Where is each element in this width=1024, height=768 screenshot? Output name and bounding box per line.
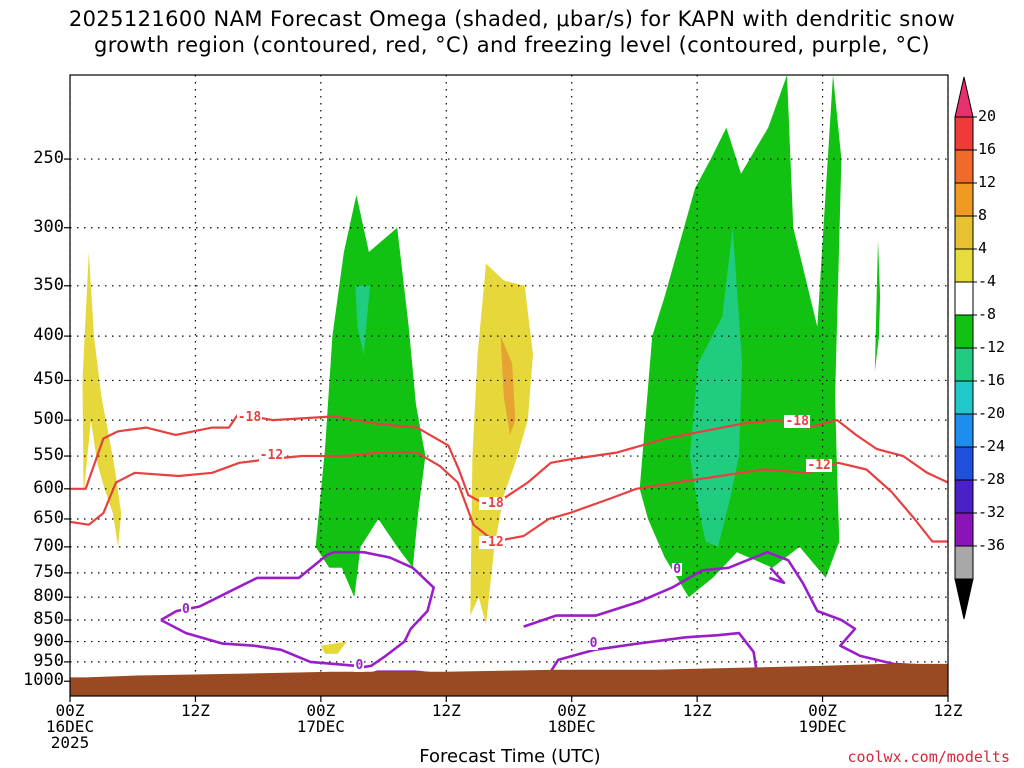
omega-region-0 xyxy=(82,252,122,547)
omega-region-4 xyxy=(315,195,426,598)
plot-frame xyxy=(69,74,949,697)
colorbar-label-13: -36 xyxy=(978,536,1006,554)
time-label-48-line2: 18DEC xyxy=(547,717,596,736)
omega-region-6 xyxy=(639,75,842,598)
pressure-label-250: 250 xyxy=(33,148,64,169)
colorbar-label-7: -12 xyxy=(978,338,1006,356)
omega-region-8 xyxy=(874,240,881,372)
chart-title-line-1: 2025121600 NAM Forecast Omega (shaded, μ… xyxy=(68,7,956,31)
colorbar-box-4 xyxy=(954,215,974,250)
time-label-0-line2: 16DEC xyxy=(45,717,95,736)
colorbar-label-12: -32 xyxy=(978,503,1006,521)
time-label-24-line2: 17DEC xyxy=(296,717,345,736)
colorbar-label-8: -16 xyxy=(978,371,1006,389)
pressure-label-850: 850 xyxy=(33,609,64,629)
freezing-contour-1 xyxy=(160,618,358,668)
contour-label-8: 0 xyxy=(588,635,599,651)
pressure-label-700: 700 xyxy=(33,535,64,556)
contour-label-2: -18 xyxy=(479,496,505,512)
colorbar-box-3 xyxy=(954,182,974,217)
plot-area xyxy=(70,75,948,696)
site-credit: coolwx.com/modelts xyxy=(847,748,1010,766)
time-label-24-line1: 00Z xyxy=(306,701,336,720)
contour-label-9: 0 xyxy=(672,562,683,578)
colorbar-box-6 xyxy=(954,281,974,316)
x-axis-title: Forecast Time (UTC) xyxy=(419,746,601,767)
pressure-label-450: 450 xyxy=(33,369,64,390)
colorbar-label-9: -20 xyxy=(978,404,1006,422)
contour-label-0: -18 xyxy=(236,409,263,425)
colorbar xyxy=(954,76,977,620)
time-label-36-line1: 12Z xyxy=(431,701,461,720)
time-label-84-line1: 12Z xyxy=(933,701,963,720)
time-label-72-line2: 19DEC xyxy=(798,717,847,736)
omega-region-5 xyxy=(355,285,370,355)
dgz-contour-minus12-1 xyxy=(70,451,948,543)
colorbar-box-5 xyxy=(954,248,974,283)
pressure-label-550: 550 xyxy=(33,445,64,466)
colorbar-label-3: 8 xyxy=(978,206,988,224)
pressure-label-350: 350 xyxy=(33,274,64,295)
colorbar-label-1: 16 xyxy=(978,140,997,158)
pressure-label-750: 750 xyxy=(33,561,64,582)
surface-ground-fill xyxy=(70,663,948,696)
chart-title-line-2: growth region (contoured, red, °C) and f… xyxy=(94,33,930,57)
time-label-60-line1: 12Z xyxy=(682,701,712,720)
colorbar-bottom-arrow xyxy=(954,578,974,620)
colorbar-box-11 xyxy=(954,446,974,481)
time-label-0-line3: 2025 xyxy=(50,733,90,752)
pressure-label-600: 600 xyxy=(33,477,64,498)
colorbar-box-13 xyxy=(954,512,974,547)
colorbar-label-6: -8 xyxy=(978,305,997,323)
colorbar-box-7 xyxy=(954,314,974,349)
colorbar-box-2 xyxy=(954,149,974,184)
freezing-contour-0 xyxy=(160,550,436,670)
contour-label-1: -12 xyxy=(258,448,285,464)
contour-label-4: -18 xyxy=(784,414,810,430)
pressure-label-1000: 1000 xyxy=(23,670,64,691)
time-label-0-line1: 00Z xyxy=(55,701,85,720)
dgz-contour-minus18-0 xyxy=(70,411,948,506)
colorbar-box-9 xyxy=(954,380,974,415)
colorbar-top-arrow xyxy=(954,76,974,118)
freezing-contour-3 xyxy=(542,631,759,684)
pressure-label-300: 300 xyxy=(33,216,64,237)
time-label-72-line1: 00Z xyxy=(808,701,838,720)
pressure-label-400: 400 xyxy=(33,325,64,346)
colorbar-label-10: -24 xyxy=(978,437,1006,455)
colorbar-label-0: 20 xyxy=(978,107,997,125)
pressure-label-500: 500 xyxy=(33,409,64,430)
omega-region-7 xyxy=(689,227,743,547)
contour-label-6: 0 xyxy=(180,602,191,618)
freezing-contour-4 xyxy=(523,550,948,668)
contour-label-5: -12 xyxy=(806,458,832,474)
colorbar-label-2: 12 xyxy=(978,173,997,191)
omega-region-2 xyxy=(500,336,516,435)
pressure-label-900: 900 xyxy=(33,630,64,651)
time-label-12-line1: 12Z xyxy=(180,701,210,720)
colorbar-box-8 xyxy=(954,347,974,382)
colorbar-box-14 xyxy=(954,545,974,580)
freezing-contour-5 xyxy=(768,566,786,585)
colorbar-box-10 xyxy=(954,413,974,448)
colorbar-box-1 xyxy=(954,116,974,151)
omega-region-3 xyxy=(320,641,347,654)
colorbar-label-4: 4 xyxy=(978,239,988,257)
omega-region-1 xyxy=(470,263,533,625)
time-label-48-line1: 00Z xyxy=(557,701,587,720)
pressure-label-950: 950 xyxy=(33,650,64,671)
colorbar-label-11: -28 xyxy=(978,470,1006,488)
colorbar-box-12 xyxy=(954,479,974,514)
contour-label-7: 0 xyxy=(354,657,365,673)
pressure-label-800: 800 xyxy=(33,586,64,607)
contour-label-3: -12 xyxy=(479,534,505,550)
pressure-label-650: 650 xyxy=(33,507,64,528)
colorbar-label-5: -4 xyxy=(978,272,997,290)
